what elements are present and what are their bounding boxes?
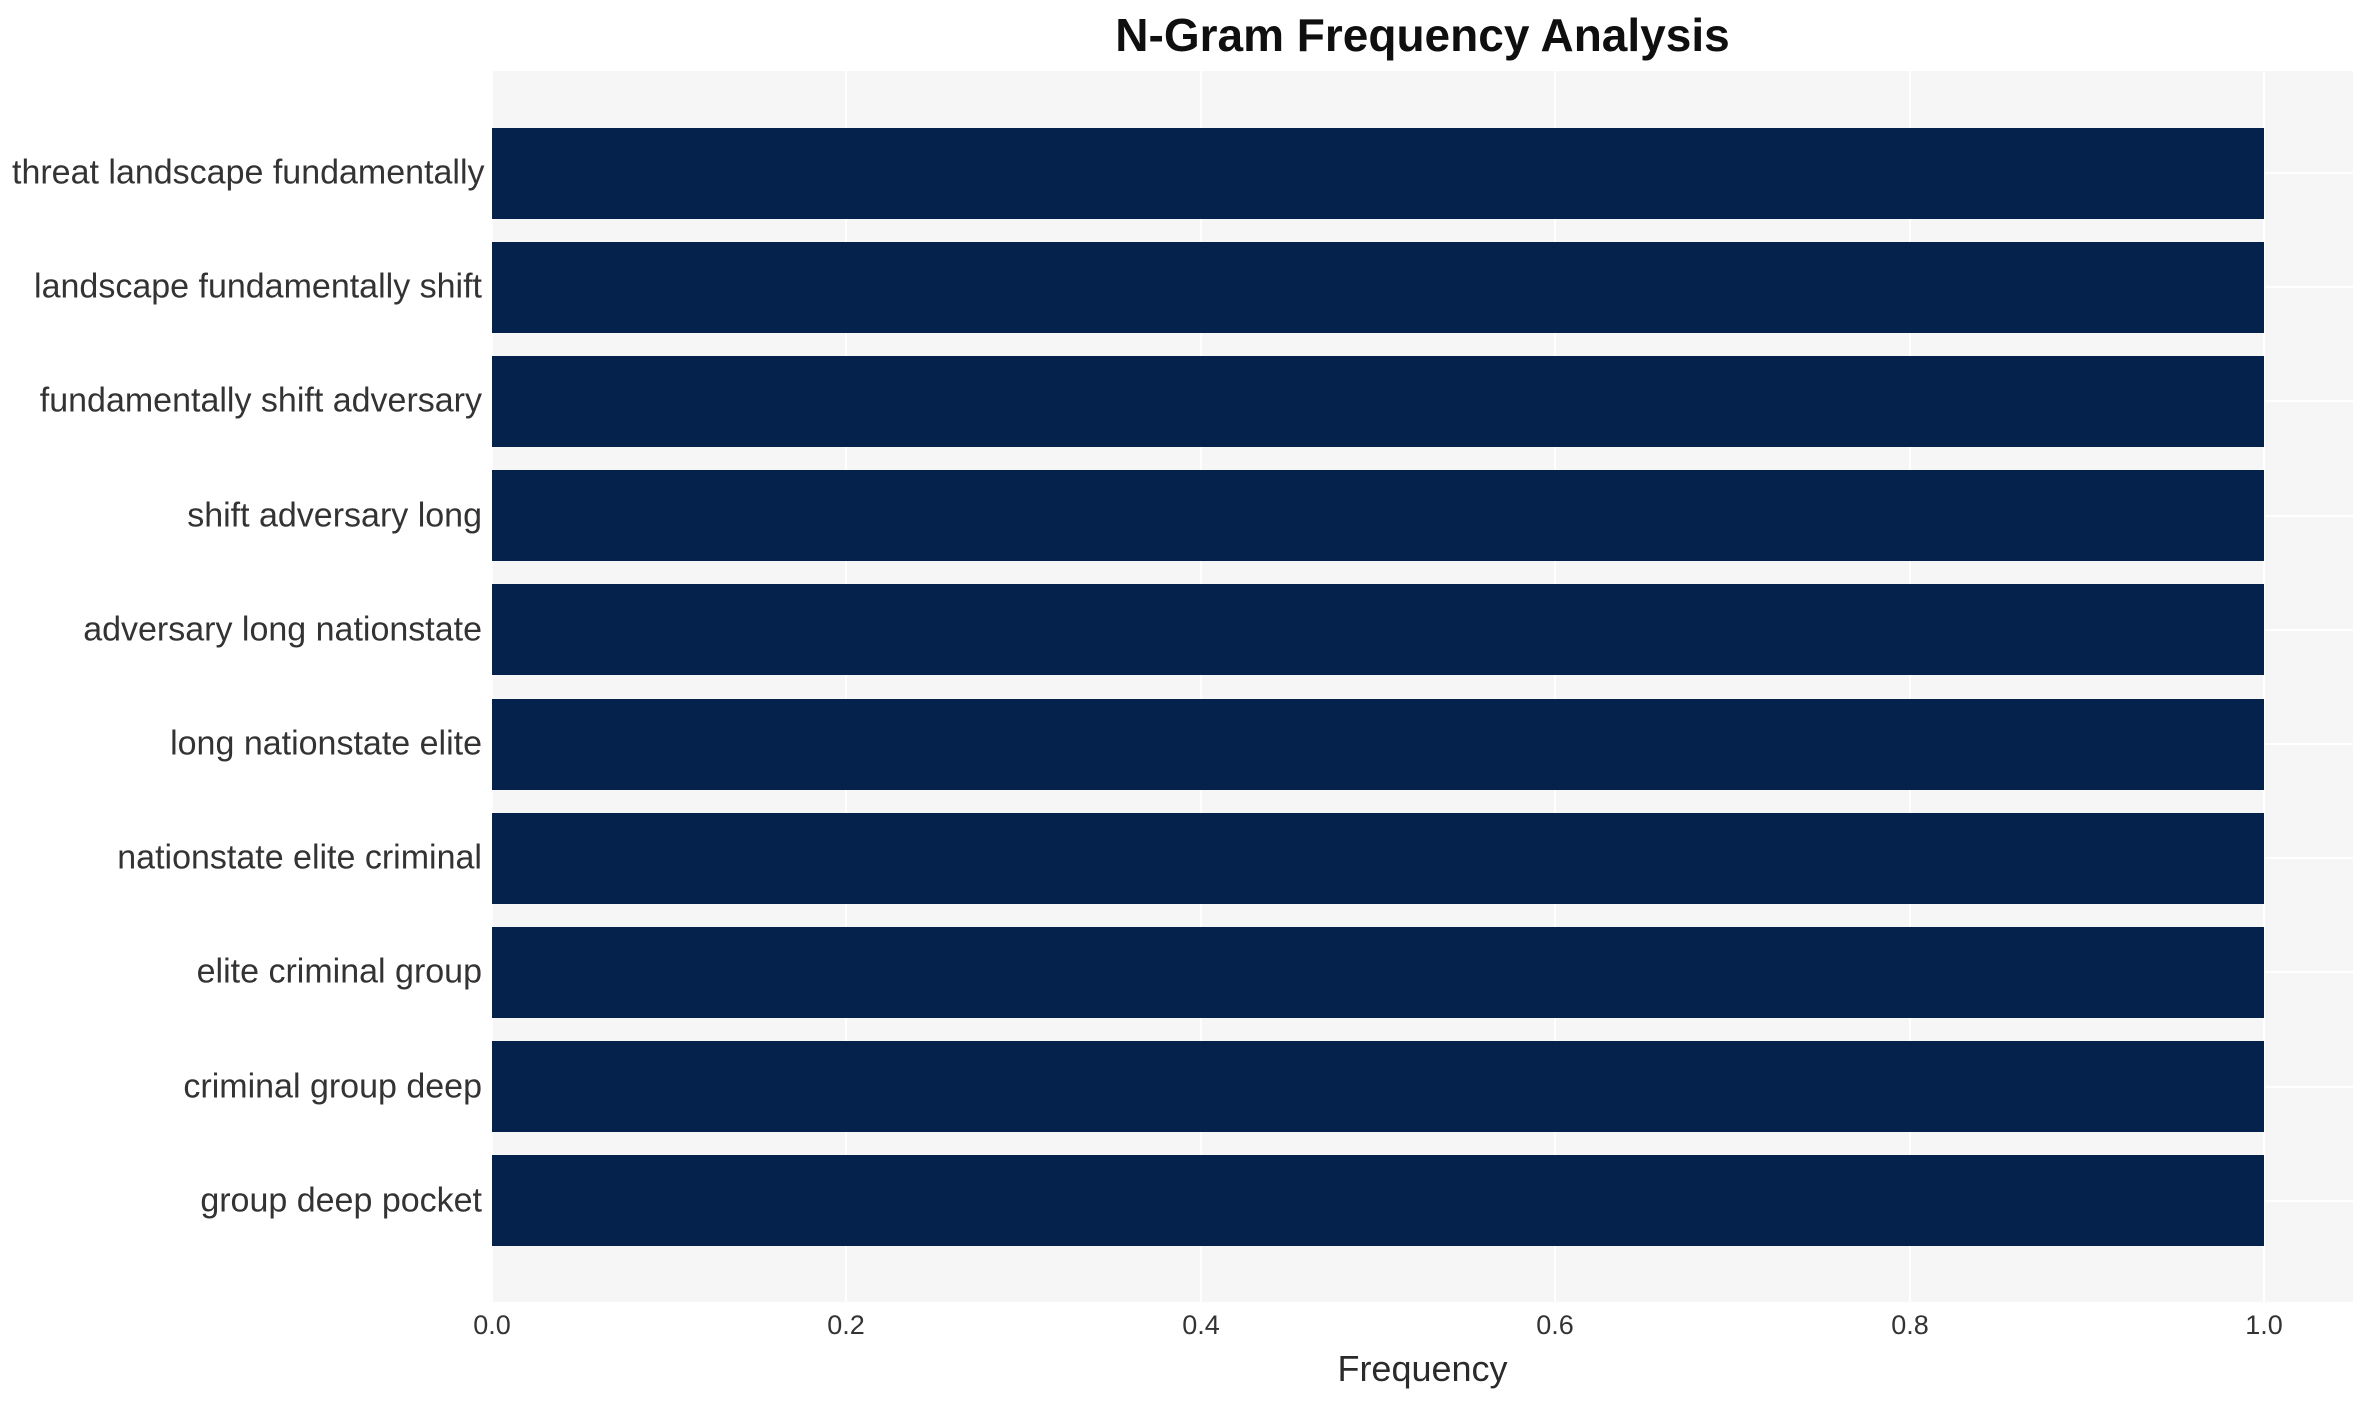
y-tick-label: adversary long nationstate: [83, 610, 482, 649]
y-tick-label: shift adversary long: [187, 496, 482, 535]
y-tick-label: group deep pocket: [200, 1181, 482, 1220]
x-axis-title: Frequency: [1337, 1348, 1508, 1389]
bar: [492, 470, 2264, 561]
x-gridline: [2263, 71, 2265, 1302]
y-tick-label: fundamentally shift adversary: [39, 381, 482, 420]
bar: [492, 584, 2264, 675]
y-tick-label: landscape fundamentally shift: [34, 267, 482, 306]
bar: [492, 813, 2264, 904]
x-tick-label: 0.8: [1891, 1310, 1929, 1340]
x-tick-label: 0.4: [1182, 1310, 1220, 1340]
bar: [492, 927, 2264, 1018]
y-tick-label: threat landscape fundamentally: [12, 153, 485, 192]
bar: [492, 128, 2264, 219]
bar: [492, 699, 2264, 790]
x-gridline: [845, 71, 847, 1302]
x-tick-label: 0.0: [473, 1310, 511, 1340]
x-gridline: [1909, 71, 1911, 1302]
x-gridline: [1554, 71, 1556, 1302]
y-tick-label: criminal group deep: [183, 1067, 482, 1106]
y-tick-label: nationstate elite criminal: [117, 838, 482, 877]
bar: [492, 356, 2264, 447]
plot-area: [491, 71, 2353, 1302]
bar: [492, 1041, 2264, 1132]
x-tick-label: 0.2: [827, 1310, 865, 1340]
x-tick-label: 1.0: [2245, 1310, 2283, 1340]
x-gridline: [491, 71, 493, 1302]
y-tick-label: long nationstate elite: [170, 724, 482, 763]
bar: [492, 242, 2264, 333]
x-tick-label: 0.6: [1536, 1310, 1574, 1340]
y-tick-label: elite criminal group: [196, 952, 482, 991]
x-gridline: [1200, 71, 1202, 1302]
chart-title: N-Gram Frequency Analysis: [1115, 9, 1730, 61]
bar: [492, 1155, 2264, 1246]
